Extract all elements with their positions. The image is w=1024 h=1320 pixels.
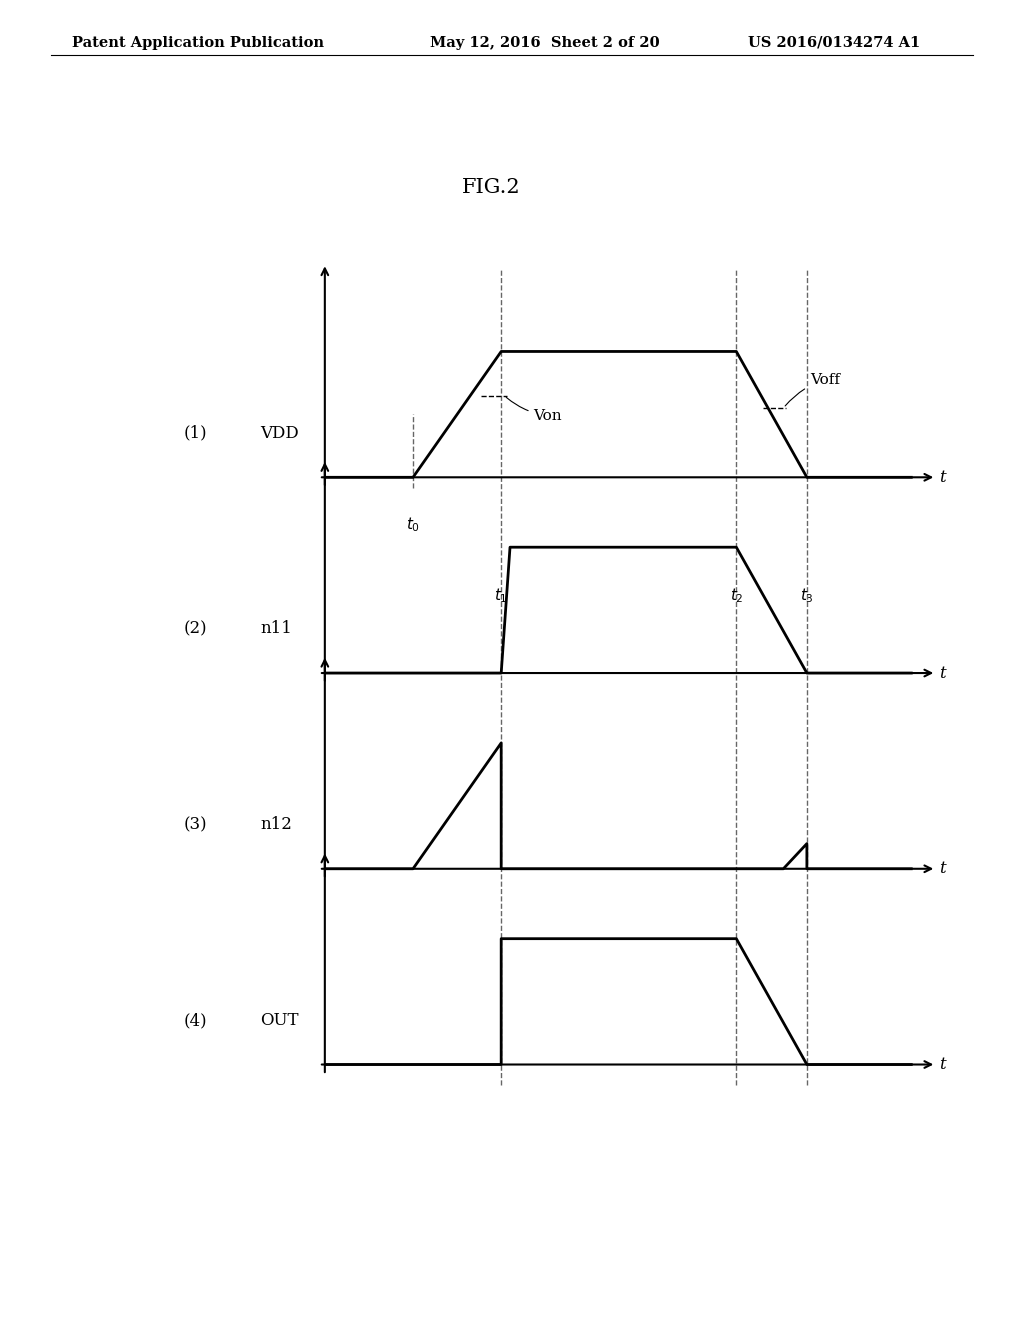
Text: t: t [939, 861, 946, 878]
Text: VDD: VDD [260, 425, 299, 442]
Text: $t_0$: $t_0$ [406, 516, 420, 535]
Text: (2): (2) [183, 620, 207, 638]
Text: (1): (1) [183, 425, 207, 442]
Text: t: t [939, 469, 946, 486]
Text: Voff: Voff [785, 372, 840, 407]
Text: t: t [939, 1056, 946, 1073]
Text: $t_2$: $t_2$ [729, 587, 743, 606]
Text: Patent Application Publication: Patent Application Publication [72, 36, 324, 50]
Text: t: t [939, 664, 946, 681]
Text: OUT: OUT [260, 1012, 299, 1030]
Text: n12: n12 [260, 816, 292, 833]
Text: $t_3$: $t_3$ [800, 587, 814, 606]
Text: May 12, 2016  Sheet 2 of 20: May 12, 2016 Sheet 2 of 20 [430, 36, 659, 50]
Text: (4): (4) [183, 1012, 207, 1030]
Text: (3): (3) [183, 816, 207, 833]
Text: Von: Von [506, 397, 562, 422]
Text: FIG.2: FIG.2 [462, 178, 521, 197]
Text: n11: n11 [260, 620, 292, 638]
Text: $t_1$: $t_1$ [495, 587, 508, 606]
Text: US 2016/0134274 A1: US 2016/0134274 A1 [748, 36, 920, 50]
